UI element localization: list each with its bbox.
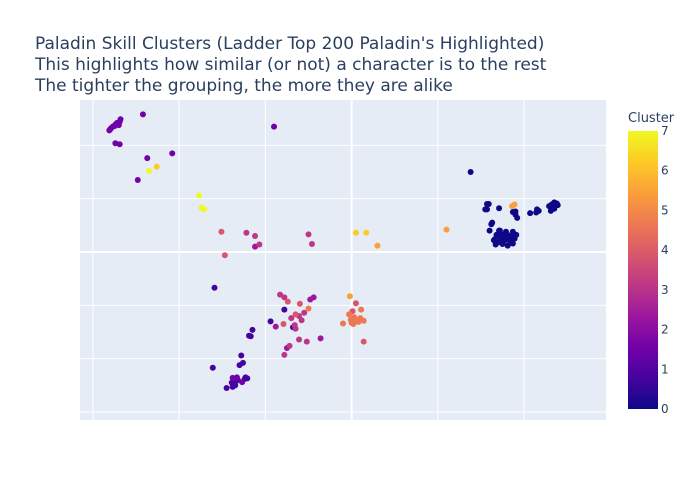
data-point-cluster-1 (239, 359, 246, 366)
data-point-cluster-2 (139, 111, 146, 118)
data-point-cluster-0 (548, 201, 555, 208)
data-point-cluster-4 (303, 338, 310, 345)
data-point-cluster-1 (209, 364, 216, 371)
data-point-cluster-5 (360, 338, 367, 345)
colorbar (628, 131, 658, 409)
chart-title-line-1: Paladin Skill Clusters (Ladder Top 200 P… (35, 34, 545, 54)
data-point-cluster-4 (305, 231, 312, 238)
data-point-cluster-6 (358, 306, 365, 313)
colorbar-tick-label: 0 (661, 402, 669, 416)
data-point-cluster-7 (374, 242, 381, 249)
data-point-cluster-2 (169, 150, 176, 157)
data-point-cluster-4 (252, 233, 259, 239)
data-point-cluster-4 (308, 241, 315, 247)
data-point-cluster-5 (221, 252, 228, 259)
data-point-cluster-5 (296, 300, 303, 307)
data-point-cluster-2 (239, 379, 246, 386)
data-point-cluster-0 (504, 242, 511, 249)
data-point-cluster-7 (509, 203, 516, 210)
data-point-cluster-0 (509, 240, 516, 247)
data-point-cluster-2 (117, 116, 124, 123)
grid-lines (80, 100, 606, 420)
chart-title-line-3: The tighter the grouping, the more they … (35, 76, 453, 96)
data-point-cluster-0 (512, 208, 519, 215)
data-point-cluster-2 (144, 155, 151, 162)
data-point-cluster-1 (267, 318, 274, 325)
data-point-cluster-6 (340, 320, 346, 327)
data-point-cluster-4 (296, 336, 303, 343)
data-point-cluster-1 (281, 306, 288, 313)
data-point-cluster-4 (298, 317, 305, 324)
data-point-cluster-5 (218, 228, 225, 235)
data-point-cluster-1 (211, 284, 218, 291)
data-point-cluster-4 (277, 291, 284, 298)
chart-title-line-2: This highlights how similar (or not) a c… (35, 55, 547, 75)
data-point-cluster-0 (511, 235, 518, 242)
data-point-cluster-4 (256, 241, 263, 248)
data-point-cluster-1 (249, 326, 256, 333)
data-point-cluster-0 (534, 206, 541, 213)
data-points (106, 111, 561, 391)
data-point-cluster-4 (292, 325, 299, 332)
data-point-cluster-2 (229, 374, 236, 381)
data-point-cluster-6 (305, 305, 312, 312)
data-point-cluster-2 (271, 123, 278, 130)
colorbar-tick-label: 4 (661, 243, 669, 257)
data-point-cluster-9 (145, 167, 152, 174)
data-point-cluster-1 (244, 375, 251, 382)
colorbar-ticks: 0 1 2 3 4 5 6 7 (661, 124, 669, 416)
data-point-cluster-0 (496, 205, 503, 212)
data-point-cluster-1 (247, 333, 254, 340)
data-point-cluster-0 (486, 227, 493, 234)
data-point-cluster-5 (284, 298, 291, 305)
data-point-cluster-5 (280, 321, 287, 327)
chart-title: Paladin Skill Clusters (Ladder Top 200 P… (35, 34, 546, 97)
data-point-cluster-7 (443, 226, 450, 233)
colorbar-tick-label: 3 (661, 283, 669, 297)
data-point-cluster-0 (514, 214, 521, 221)
data-point-cluster-0 (489, 219, 496, 226)
data-point-cluster-1 (238, 352, 245, 359)
data-point-cluster-4 (243, 229, 250, 236)
data-point-cluster-9 (195, 192, 202, 199)
data-point-cluster-5 (352, 300, 359, 307)
data-point-cluster-3 (317, 335, 324, 342)
data-point-cluster-4 (286, 342, 293, 349)
data-point-cluster-2 (134, 177, 141, 183)
data-point-cluster-3 (310, 294, 317, 301)
data-point-cluster-0 (467, 169, 474, 175)
data-point-cluster-6 (360, 317, 367, 324)
data-point-cluster-8 (352, 229, 359, 236)
colorbar-tick-label: 7 (661, 124, 669, 138)
data-point-cluster-5 (292, 311, 299, 318)
data-point-cluster-9 (201, 206, 208, 213)
data-point-cluster-4 (301, 309, 308, 316)
data-point-cluster-6 (351, 314, 358, 321)
data-point-cluster-4 (281, 351, 288, 358)
data-point-cluster-2 (116, 141, 123, 148)
colorbar-tick-label: 5 (661, 203, 669, 217)
colorbar-tick-label: 1 (661, 362, 669, 376)
data-point-cluster-8 (153, 163, 160, 170)
data-point-cluster-3 (272, 323, 279, 330)
colorbar-tick-label: 2 (661, 323, 669, 337)
colorbar-title: Cluster (628, 111, 675, 126)
data-point-cluster-8 (363, 229, 370, 236)
data-point-cluster-6 (346, 311, 353, 318)
colorbar-tick-label: 6 (661, 164, 669, 178)
data-point-cluster-7 (346, 293, 353, 300)
data-point-cluster-0 (484, 206, 491, 213)
data-point-cluster-4 (281, 294, 288, 301)
plot-background (80, 100, 606, 420)
data-point-cluster-1 (223, 385, 230, 391)
data-point-cluster-0 (527, 210, 534, 217)
data-point-cluster-4 (288, 315, 295, 322)
data-point-cluster-0 (485, 201, 492, 207)
